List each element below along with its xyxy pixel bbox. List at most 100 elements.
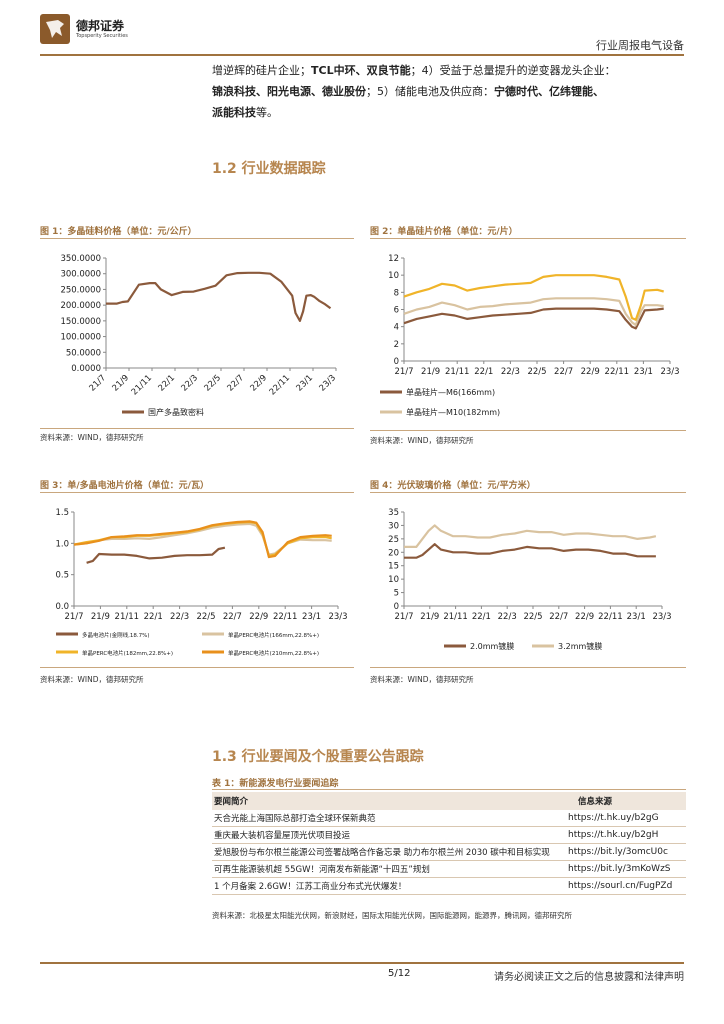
figure-3-bottom-rule (40, 667, 354, 668)
table-row: 爱旭股份与布尔根兰能源公司签署战略合作备忘录 助力布尔根兰州 2030 碳中和目… (212, 843, 686, 861)
series-line-1 (403, 297, 664, 327)
chart-glass-price: 0 5 10 15 20 25 30 35 21/7 21/9 21/11 22/1 22/3 22/5 2… (388, 508, 671, 651)
x-tick-label: 22/3 (501, 367, 520, 377)
y-tick-label: 300.0000 (60, 270, 101, 280)
y-tick-label: 0 (394, 602, 399, 612)
logo-text-cn: 德邦证券 (76, 19, 125, 33)
x-tick-label: 22/5 (523, 612, 542, 622)
intro-text: ；5）储能电池及供应商： (366, 85, 494, 98)
series-line-1 (404, 524, 657, 549)
series-line-3 (73, 520, 332, 559)
x-tick-label: 22/1 (157, 373, 178, 394)
x-tick-label: 21/9 (420, 612, 439, 622)
series-line-2 (403, 274, 664, 321)
news-source-link[interactable]: https://bit.ly/3omcU0c (566, 843, 686, 861)
figure-2-source: 资料来源：WIND，德邦研究所 (370, 436, 474, 445)
y-tick-label: 350.0000 (60, 254, 101, 264)
figure-2-rule (370, 238, 686, 239)
x-tick-label: 21/11 (115, 612, 140, 622)
x-tick-label: 22/11 (268, 373, 292, 397)
y-tick-label: 30 (388, 521, 399, 531)
y-tick-label: 8 (394, 288, 399, 298)
figure-1-title: 图 1：多晶硅料价格（单位：元/公斤） (40, 227, 197, 237)
intro-company: 宁德时代、亿纬锂能、 (494, 85, 604, 98)
x-tick-label: 23/3 (328, 612, 347, 622)
x-tick-label: 22/5 (203, 373, 224, 394)
news-source-link[interactable]: https://sourl.cn/FugPZd (566, 877, 686, 895)
table-1-source: 资料来源：北极星太阳能光伏网，新浪财经，国际太阳能光伏网，国际能源网，能源界，腾… (212, 911, 572, 920)
intro-text: 等。 (256, 106, 278, 119)
x-tick-label: 21/9 (111, 373, 132, 394)
x-tick-label: 22/9 (575, 612, 594, 622)
x-tick-label: 22/5 (196, 612, 215, 622)
legend-label: 3.2mm镀膜 (558, 641, 602, 651)
y-tick-label: 100.0000 (60, 333, 101, 343)
y-tick-label: 0 (394, 357, 399, 367)
y-tick-label: 0.0000 (71, 364, 101, 374)
x-tick-label: 23/1 (627, 612, 646, 622)
figure-1-bottom-rule (40, 428, 354, 429)
news-item: 重庆最大装机容量屋顶光伏项目投运 (212, 826, 566, 844)
y-tick-label: 15 (388, 562, 399, 572)
x-tick-label: 22/3 (498, 612, 517, 622)
news-source-link[interactable]: https://t.hk.uy/b2gH (566, 826, 686, 844)
y-tick-label: 200.0000 (60, 301, 101, 311)
news-source-link[interactable]: https://t.hk.uy/b2gG (566, 810, 686, 827)
figure-1-rule (40, 238, 354, 239)
figure-1-source: 资料来源：WIND，德邦研究所 (40, 433, 144, 442)
x-tick-label: 21/7 (394, 612, 413, 622)
y-tick-label: 10 (388, 271, 399, 281)
x-tick-label: 21/9 (91, 612, 110, 622)
x-tick-label: 22/9 (249, 612, 268, 622)
x-tick-label: 22/11 (598, 612, 623, 622)
y-tick-label: 2 (394, 340, 399, 350)
news-source-link[interactable]: https://bit.ly/3mKoWzS (566, 860, 686, 878)
news-table: 要闻简介 信息来源 天合光能上海国际总部打造全球环保新典范 https://t.… (212, 792, 686, 895)
logo-text-en: Topsperity Securities (76, 33, 128, 39)
x-tick-label: 23/3 (318, 373, 339, 394)
series-line-0 (403, 307, 664, 330)
x-tick-label: 22/7 (554, 367, 573, 377)
chart-polysilicon-price: 0.0000 50.0000 100.0000 150.0000 200.0000 250… (60, 254, 339, 417)
footer-disclaimer: 请务必阅读正文之后的信息披露和法律声明 (494, 972, 684, 983)
legend-label: 单晶硅片—G12(210mm) (406, 427, 499, 428)
table-row: 1 个月备案 2.6GW！江苏工商业分布式光伏爆发！ https://sourl… (212, 877, 686, 895)
intro-text: 增逆辉的硅片企业； (212, 64, 311, 77)
x-tick-label: 22/1 (474, 367, 493, 377)
legend-label: 单晶硅片—M10(182mm) (406, 407, 500, 417)
x-tick-label: 21/11 (443, 612, 468, 622)
figure-4-bottom-rule (370, 667, 686, 668)
x-tick-label: 21/7 (88, 373, 109, 394)
series-line-0 (86, 546, 226, 564)
news-item: 爱旭股份与布尔根兰能源公司签署战略合作备忘录 助力布尔根兰州 2030 碳中和目… (212, 843, 566, 861)
figure-3-rule (40, 492, 354, 493)
x-tick-label: 22/5 (527, 367, 546, 377)
y-tick-label: 25 (388, 535, 399, 545)
intro-line-2: 锦浪科技、阳光电源、德业股份；5）储能电池及供应商：宁德时代、亿纬锂能、 (212, 81, 686, 102)
y-tick-label: 5 (394, 589, 399, 599)
x-tick-label: 21/7 (64, 612, 83, 622)
x-tick-label: 22/11 (605, 367, 630, 377)
y-tick-label: 6 (394, 306, 399, 316)
y-tick-label: 0.5 (55, 571, 69, 581)
series-line-0 (404, 543, 656, 559)
intro-company: 派能科技 (212, 106, 256, 119)
header-divider (40, 54, 684, 56)
y-tick-label: 1.5 (55, 508, 69, 518)
section-title-1-2: 1.2 行业数据跟踪 (212, 161, 326, 177)
x-tick-label: 22/9 (581, 367, 600, 377)
x-tick-label: 22/7 (223, 612, 242, 622)
x-tick-label: 23/3 (652, 612, 671, 622)
x-tick-label: 22/9 (249, 373, 270, 394)
x-tick-label: 22/1 (144, 612, 163, 622)
legend-label: 单晶PERC电池片(166mm,22.8%+) (228, 631, 319, 639)
y-tick-label: 150.0000 (60, 317, 101, 327)
news-item: 1 个月备案 2.6GW！江苏工商业分布式光伏爆发！ (212, 877, 566, 895)
x-tick-label: 22/3 (180, 373, 201, 394)
x-tick-label: 22/7 (226, 373, 247, 394)
legend-label: 国产多晶致密料 (148, 407, 204, 417)
x-tick-label: 22/1 (472, 612, 491, 622)
legend-label: 单晶PERC电池片(182mm,22.8%+) (82, 649, 173, 657)
x-tick-label: 21/7 (394, 367, 413, 377)
x-tick-label: 21/11 (130, 373, 154, 397)
